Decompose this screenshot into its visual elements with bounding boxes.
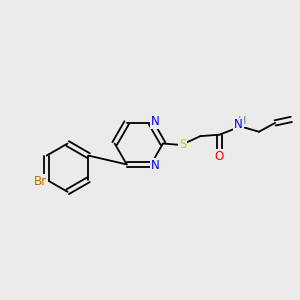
Text: N: N (234, 118, 243, 131)
Text: H: H (238, 116, 246, 126)
Text: S: S (179, 139, 186, 152)
Text: O: O (215, 150, 224, 163)
Text: Br: Br (34, 175, 47, 188)
Text: N: N (151, 115, 160, 128)
Text: N: N (151, 159, 160, 172)
